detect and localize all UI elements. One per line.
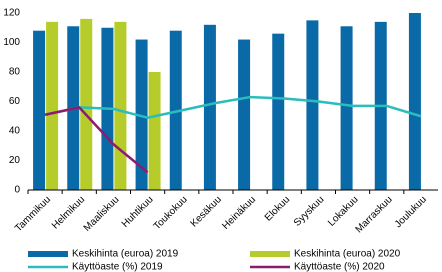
bar (408, 13, 421, 190)
bar (238, 39, 251, 190)
bar (169, 30, 182, 191)
y-tick-label: 120 (3, 8, 20, 19)
legend-swatch (250, 251, 290, 257)
bar (80, 18, 93, 191)
legend-label: Käyttöaste (%) 2020 (294, 262, 385, 272)
bar (135, 39, 148, 190)
x-tick-label: Marraskuu (354, 194, 395, 235)
x-tick-label: Heinäkuu (220, 194, 258, 232)
bar (203, 24, 216, 190)
x-tick-label: Huhtikuu (120, 194, 156, 230)
y-tick-label: 20 (9, 155, 21, 166)
bar (114, 21, 127, 190)
line (44, 106, 149, 174)
legend-swatch (28, 251, 68, 257)
x-tick-label: Kesäkuu (189, 194, 224, 229)
bar (46, 21, 59, 190)
bar (148, 72, 161, 190)
y-tick-label: 100 (3, 37, 20, 48)
y-tick-label: 60 (9, 96, 21, 107)
x-tick-label: Joulukuu (393, 194, 429, 230)
bar (306, 20, 319, 190)
legend-label: Keskihinta (euroa) 2020 (294, 249, 401, 260)
line (44, 95, 422, 119)
legend-label: Keskihinta (euroa) 2019 (72, 249, 179, 260)
y-tick-label: 0 (14, 185, 20, 196)
legend-label: Käyttöaste (%) 2019 (72, 262, 163, 272)
y-tick-label: 40 (9, 126, 21, 137)
x-tick-label: Tammikuu (13, 194, 53, 234)
x-tick-label: Toukokuu (152, 194, 190, 232)
x-tick-label: Maaliskuu (82, 194, 122, 234)
bar (33, 30, 46, 191)
bar (272, 33, 285, 191)
x-tick-label: Syyskuu (292, 194, 327, 229)
y-tick-label: 80 (9, 67, 21, 78)
x-tick-label: Lokakuu (326, 194, 361, 229)
bar (340, 26, 353, 191)
x-tick-label: Elokuu (263, 194, 292, 223)
